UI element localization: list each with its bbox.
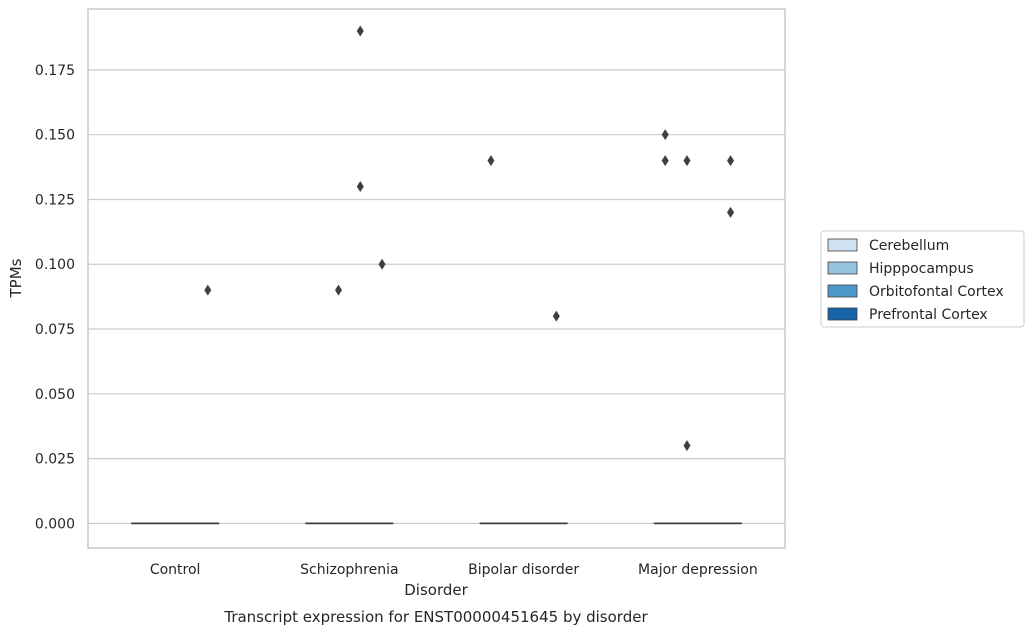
- x-axis-ticks: Control Schizophrenia Bipolar disorder Majo…: [150, 562, 758, 578]
- legend-label: Hipppocampus: [869, 261, 974, 277]
- outlier-marker: [378, 258, 386, 270]
- outlier-marker: [334, 284, 342, 296]
- y-tick-label: 0.075: [35, 322, 75, 338]
- outlier-marker: [552, 310, 560, 322]
- legend-label: Orbitofontal Cortex: [869, 284, 1004, 300]
- legend-frame: [820, 230, 1025, 328]
- x-axis-label: Disorder: [404, 581, 468, 599]
- y-tick-label: 0.000: [35, 516, 75, 532]
- legend-swatch: [827, 284, 858, 298]
- legend-swatch: [827, 307, 858, 321]
- outlier-marker: [204, 284, 212, 296]
- x-tick-label: Bipolar disorder: [468, 562, 579, 578]
- outlier-marker: [661, 155, 669, 167]
- legend: Cerebellum Hipppocampus Orbitofontal Corte…: [820, 230, 1025, 328]
- outlier-marker: [487, 155, 495, 167]
- outlier-markers: [204, 25, 735, 452]
- y-tick-label: 0.025: [35, 452, 75, 468]
- grid-lines: [88, 69, 785, 524]
- outlier-marker: [356, 25, 364, 37]
- outlier-marker: [727, 155, 735, 167]
- y-tick-label: 0.050: [35, 387, 75, 403]
- legend-swatch: [827, 238, 858, 252]
- y-tick-label: 0.100: [35, 257, 75, 273]
- outlier-marker: [356, 181, 364, 193]
- x-tick-label: Control: [150, 562, 201, 578]
- legend-label: Prefrontal Cortex: [869, 307, 988, 323]
- outlier-marker: [661, 129, 669, 141]
- x-tick-label: Major depression: [638, 562, 758, 578]
- outlier-marker: [683, 155, 691, 167]
- outlier-marker: [727, 206, 735, 218]
- chart-title: Transcript expression for ENST0000045164…: [223, 608, 648, 626]
- y-axis-ticks: 0.000 0.025 0.050 0.075 0.100 0.125 0.150 0.175: [35, 63, 75, 532]
- legend-label: Cerebellum: [869, 238, 949, 254]
- y-tick-label: 0.125: [35, 192, 75, 208]
- y-axis-label: TPMs: [7, 258, 25, 298]
- y-tick-label: 0.175: [35, 63, 75, 79]
- legend-swatch: [827, 261, 858, 275]
- plot-area-frame: [87, 8, 786, 549]
- outlier-marker: [683, 440, 691, 452]
- y-tick-label: 0.150: [35, 128, 75, 144]
- x-tick-label: Schizophrenia: [300, 562, 398, 578]
